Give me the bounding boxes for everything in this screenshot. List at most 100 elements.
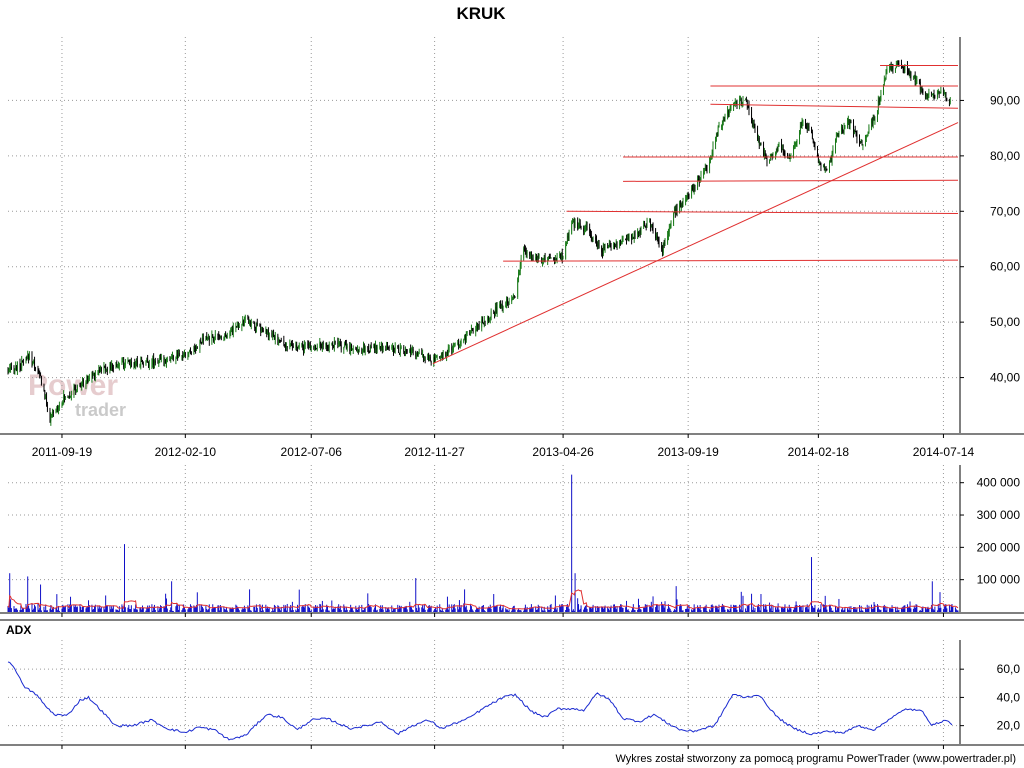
candle-body: [412, 348, 414, 352]
candle-body: [775, 153, 776, 156]
candle-body: [260, 326, 262, 332]
candle-body: [657, 238, 659, 240]
candle-body: [769, 159, 770, 164]
candle-body: [16, 366, 17, 371]
candle-body: [728, 110, 729, 115]
candle-body: [841, 127, 843, 131]
candle-body: [331, 343, 333, 345]
horizontal-level-line: [710, 103, 959, 109]
candle-body: [200, 340, 202, 343]
candle-body: [214, 340, 215, 341]
candle-body: [223, 338, 225, 340]
candle-body: [771, 154, 773, 158]
candle-body: [662, 248, 663, 254]
candle-body: [949, 100, 951, 102]
candle-body: [357, 349, 358, 352]
candle-body: [320, 342, 322, 347]
candle-body: [34, 361, 35, 369]
candle-body: [19, 363, 21, 368]
candle-body: [15, 366, 17, 370]
candle-body: [927, 94, 929, 97]
candle-body: [682, 201, 684, 207]
candle-body: [393, 346, 394, 353]
candle-body: [85, 381, 87, 387]
candle-body: [255, 327, 256, 329]
candle-body: [607, 247, 609, 248]
candle-body: [902, 66, 904, 69]
price-y-tick-label: 60,00: [990, 260, 1020, 274]
candle-body: [501, 304, 503, 309]
candle-body: [398, 346, 400, 353]
candle-body: [229, 331, 231, 337]
candle-body: [225, 334, 226, 336]
candle-body: [284, 344, 286, 346]
candle-body: [124, 365, 125, 368]
candle-body: [219, 335, 220, 337]
candle-body: [506, 299, 507, 306]
candle-body: [619, 240, 621, 246]
candle-body: [211, 334, 213, 342]
candle-body: [638, 231, 639, 235]
candle-body: [298, 345, 300, 347]
candle-body: [512, 299, 513, 301]
candle-body: [691, 188, 692, 198]
candle-body: [621, 238, 623, 242]
candle-body: [356, 349, 358, 352]
volume-y-tick-label: 100 000: [977, 573, 1021, 587]
candle-body: [829, 160, 831, 163]
candle-body: [794, 143, 796, 145]
candle-body: [321, 342, 323, 349]
candle-body: [154, 360, 156, 363]
candle-body: [375, 345, 377, 350]
candle-body: [586, 225, 588, 228]
candle-body: [177, 354, 179, 358]
candle-body: [231, 329, 232, 330]
candle-body: [111, 363, 113, 370]
candle-body: [475, 330, 477, 333]
candle-body: [716, 134, 717, 138]
candle-body: [495, 306, 497, 313]
candle-body: [673, 213, 674, 224]
candle-body: [921, 88, 923, 90]
candle-body: [64, 396, 66, 398]
candle-body: [261, 329, 262, 332]
candle-body: [374, 344, 376, 350]
volume-y-tick-label: 300 000: [977, 508, 1021, 522]
candle-body: [759, 142, 761, 145]
candle-body: [692, 188, 694, 192]
candle-body: [327, 347, 329, 349]
candle-body: [626, 238, 628, 240]
candle-body: [670, 223, 672, 227]
candle-body: [247, 316, 249, 318]
candle-body: [820, 163, 822, 167]
candle-body: [547, 257, 549, 261]
candle-body: [181, 355, 183, 357]
candle-body: [23, 362, 24, 364]
candle-body: [248, 317, 250, 324]
candle-body: [154, 360, 155, 365]
candle-body: [562, 258, 564, 260]
candle-body: [571, 223, 573, 235]
candle-body: [163, 357, 165, 363]
candle-body: [908, 72, 910, 75]
candle-body: [226, 335, 227, 338]
candle-body: [214, 333, 216, 341]
candle-body: [578, 223, 580, 225]
candle-body: [338, 342, 340, 345]
candle-body: [94, 372, 95, 377]
candle-body: [117, 366, 119, 368]
adx-line: [7, 661, 953, 741]
candle-body: [63, 395, 65, 403]
candle-body: [417, 352, 418, 356]
candle-body: [99, 369, 101, 372]
candle-body: [628, 234, 630, 239]
candle-body: [580, 227, 582, 229]
candle-body: [544, 255, 546, 261]
candle-body: [631, 234, 633, 240]
candle-body: [448, 347, 450, 349]
candle-body: [146, 359, 148, 361]
candle-body: [369, 352, 370, 354]
candle-body: [315, 348, 317, 350]
candle-body: [596, 244, 598, 247]
candle-body: [380, 346, 382, 348]
